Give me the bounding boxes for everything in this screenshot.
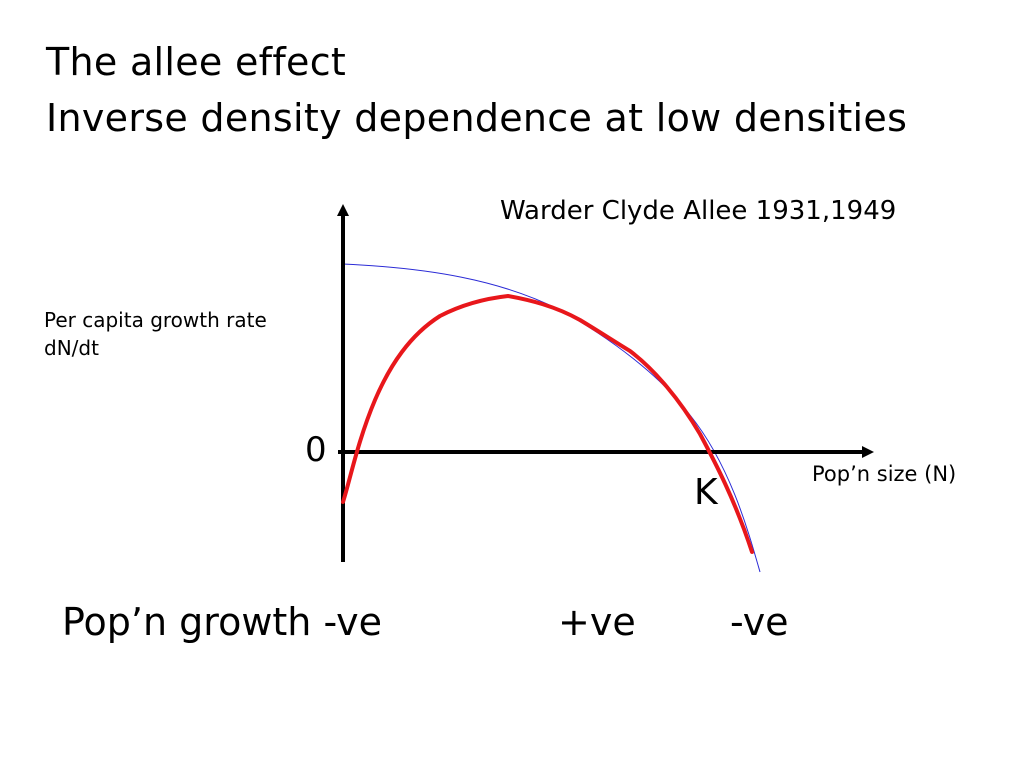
- carrying-capacity-label: K: [694, 472, 718, 513]
- zero-label: 0: [305, 430, 327, 470]
- logistic-curve: [342, 263, 761, 573]
- allee-curve: [341, 294, 754, 554]
- y-axis-label: Per capita growth rate dN/dt: [44, 306, 267, 362]
- attribution-text: Warder Clyde Allee 1931,1949: [500, 196, 897, 226]
- slide-title: The allee effect: [46, 40, 347, 84]
- growth-negative-right: -ve: [730, 600, 789, 644]
- x-axis-label: Pop’n size (N): [812, 462, 957, 486]
- growth-label: Pop’n growth -ve: [62, 600, 383, 644]
- slide-subtitle: Inverse density dependence at low densit…: [46, 96, 908, 140]
- y-axis-label-line1: Per capita growth rate: [44, 308, 267, 332]
- y-axis-label-line2: dN/dt: [44, 336, 99, 360]
- growth-positive: +ve: [558, 600, 636, 644]
